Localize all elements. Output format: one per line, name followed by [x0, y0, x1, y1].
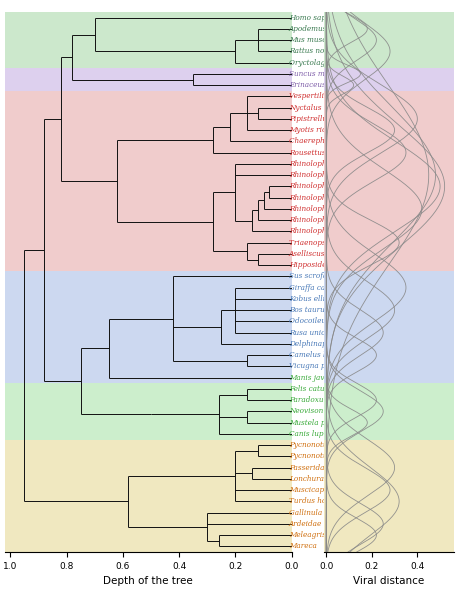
Text: Lonchura striata: Lonchura striata — [289, 475, 350, 483]
X-axis label: Depth of the tree: Depth of the tree — [103, 576, 193, 586]
Text: Hipposideros pratti: Hipposideros pratti — [289, 261, 361, 269]
Bar — [5, 439, 292, 552]
Text: Rousettus leschenaultii: Rousettus leschenaultii — [289, 149, 375, 157]
Text: Camelus bactrianus: Camelus bactrianus — [289, 351, 362, 359]
Bar — [5, 68, 292, 91]
Text: Rusa unicolor: Rusa unicolor — [289, 329, 340, 337]
Bar — [324, 271, 454, 383]
Text: Vicugna pacos: Vicugna pacos — [289, 362, 342, 370]
Text: Manis javanica: Manis javanica — [289, 374, 344, 382]
Text: Paradoxurus hermaphroditus: Paradoxurus hermaphroditus — [289, 396, 396, 404]
Text: Ardeidae: Ardeidae — [289, 520, 322, 528]
Text: Canis lupus familiaris: Canis lupus familiaris — [289, 430, 369, 438]
Text: Rhinolophus sinicus: Rhinolophus sinicus — [289, 227, 363, 235]
Text: Vespertilio sinensis: Vespertilio sinensis — [289, 92, 360, 100]
X-axis label: Viral distance: Viral distance — [353, 576, 425, 586]
Bar — [5, 271, 292, 383]
Text: Rhinolophus ferrumequinum: Rhinolophus ferrumequinum — [289, 160, 394, 168]
Text: Meleagris gallopavo: Meleagris gallopavo — [289, 531, 363, 539]
Text: Pycnonotus jocosus: Pycnonotus jocosus — [289, 452, 361, 460]
Text: Bos taurus: Bos taurus — [289, 306, 328, 314]
Text: Rhinolophus affinis: Rhinolophus affinis — [289, 182, 360, 190]
Text: Rhinolophus pusillus: Rhinolophus pusillus — [289, 194, 365, 202]
Text: Apodemus chevrieri: Apodemus chevrieri — [289, 25, 363, 33]
Text: Mus musculus: Mus musculus — [289, 36, 342, 44]
Text: Aselliscus stoliczkanus: Aselliscus stoliczkanus — [289, 250, 373, 258]
Text: Kobus ellipsiprymnus: Kobus ellipsiprymnus — [289, 295, 368, 303]
Text: Turdus hortulorum: Turdus hortulorum — [289, 497, 359, 505]
Text: Erinaceus europaeus: Erinaceus europaeus — [289, 81, 366, 89]
Text: Muscicapidae: Muscicapidae — [289, 486, 340, 494]
Text: Sus scrofa: Sus scrofa — [289, 272, 327, 280]
Text: Pycnonotus sinensis: Pycnonotus sinensis — [289, 441, 363, 449]
Text: Suncus murinus: Suncus murinus — [289, 70, 348, 78]
Text: Passeridae: Passeridae — [289, 464, 329, 472]
Text: Gallinula chloropus: Gallinula chloropus — [289, 509, 361, 517]
Text: Odocoileus virginianus: Odocoileus virginianus — [289, 317, 373, 325]
Text: Neovison vison: Neovison vison — [289, 407, 344, 415]
Bar — [324, 68, 454, 91]
Text: Oryctolagus cuniculus: Oryctolagus cuniculus — [289, 59, 371, 67]
Bar — [5, 91, 292, 271]
Text: Nyctalus velutinus: Nyctalus velutinus — [289, 104, 357, 112]
Text: Giraffa camelopardalis: Giraffa camelopardalis — [289, 284, 373, 292]
Text: Pipistrellus: Pipistrellus — [289, 115, 331, 123]
Text: Triaenops afer: Triaenops afer — [289, 239, 343, 247]
Text: Myotis ricketti: Myotis ricketti — [289, 126, 343, 134]
Bar — [5, 12, 292, 68]
Text: Mustela putorius: Mustela putorius — [289, 419, 351, 427]
Text: Chaerephon plicatus: Chaerephon plicatus — [289, 137, 365, 145]
Text: Rhinolophus blasii: Rhinolophus blasii — [289, 171, 357, 179]
Text: Rhinolophus macrotis: Rhinolophus macrotis — [289, 216, 369, 224]
Text: Delphinapterus leucas: Delphinapterus leucas — [289, 340, 371, 348]
Bar — [5, 383, 292, 439]
Text: Homo sapiens: Homo sapiens — [289, 14, 341, 22]
Text: Rattus norvegicus: Rattus norvegicus — [289, 47, 356, 55]
Text: Rhinolophus monoceros: Rhinolophus monoceros — [289, 205, 377, 213]
Bar — [324, 383, 454, 439]
Bar — [324, 439, 454, 552]
Bar — [324, 12, 454, 68]
Text: Felis catus: Felis catus — [289, 385, 328, 393]
Bar — [324, 91, 454, 271]
Text: Mareca: Mareca — [289, 542, 317, 550]
